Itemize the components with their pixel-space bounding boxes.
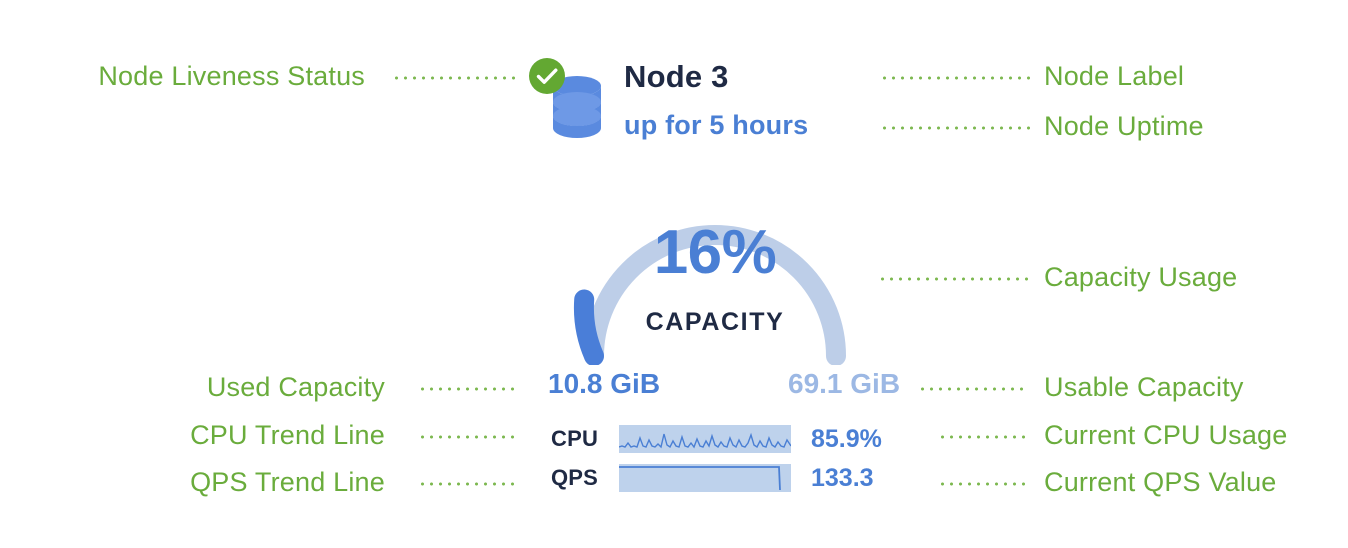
capacity-caption: CAPACITY xyxy=(645,308,785,336)
annotation-node-uptime: Node Uptime xyxy=(1044,111,1204,141)
leader-line-used-capacity xyxy=(418,387,518,391)
annotation-usable-capacity: Usable Capacity xyxy=(1044,372,1244,402)
leader-line-qps-trend-line xyxy=(418,482,518,486)
annotation-cpu-trend-line: CPU Trend Line xyxy=(190,420,385,450)
annotation-node-label: Node Label xyxy=(1044,61,1185,91)
leader-line-usable-capacity xyxy=(918,387,1028,391)
metric-row[interactable]: QPS 133.3 xyxy=(551,462,874,494)
leader-line-node-label xyxy=(880,76,1030,80)
node-label: Node 3 xyxy=(624,59,729,94)
leader-line-current-cpu-usage xyxy=(938,435,1030,439)
annotation-current-qps-value: Current QPS Value xyxy=(1044,467,1277,497)
qps-sparkline xyxy=(619,464,791,492)
qps-metric-label: QPS xyxy=(551,465,599,490)
annotation-capacity-usage: Capacity Usage xyxy=(1044,262,1238,292)
leader-line-node-uptime xyxy=(880,126,1030,130)
gauge-fill xyxy=(573,289,604,366)
cpu-metric-label: CPU xyxy=(551,426,599,451)
leader-line-current-qps-value xyxy=(938,482,1030,486)
annotation-used-capacity: Used Capacity xyxy=(206,372,385,402)
qps-current-value: 133.3 xyxy=(811,463,874,492)
capacity-gauge[interactable]: 16% CAPACITY xyxy=(560,160,870,366)
usable-capacity-value: 69.1 GiB xyxy=(788,368,901,399)
node-uptime: up for 5 hours xyxy=(624,110,809,140)
annotation-node-liveness-status: Node Liveness Status xyxy=(98,61,365,91)
cpu-sparkline xyxy=(619,425,791,453)
annotation-current-cpu-usage: Current CPU Usage xyxy=(1044,420,1288,450)
capacity-gauge-arc xyxy=(573,225,846,366)
capacity-percent: 16% xyxy=(653,218,777,287)
metric-row[interactable]: CPU 85.9% xyxy=(551,423,882,455)
database-icon xyxy=(553,76,601,138)
leader-line-capacity-usage xyxy=(878,277,1028,281)
gauge-track xyxy=(584,225,846,366)
node-liveness-status[interactable] xyxy=(527,56,607,148)
used-capacity-value: 10.8 GiB xyxy=(548,368,661,399)
leader-line-node-liveness-status xyxy=(392,76,520,80)
cpu-current-value: 85.9% xyxy=(811,424,882,453)
leader-line-cpu-trend-line xyxy=(418,435,518,439)
annotation-qps-trend-line: QPS Trend Line xyxy=(190,467,385,497)
liveness-check-icon xyxy=(529,58,565,94)
